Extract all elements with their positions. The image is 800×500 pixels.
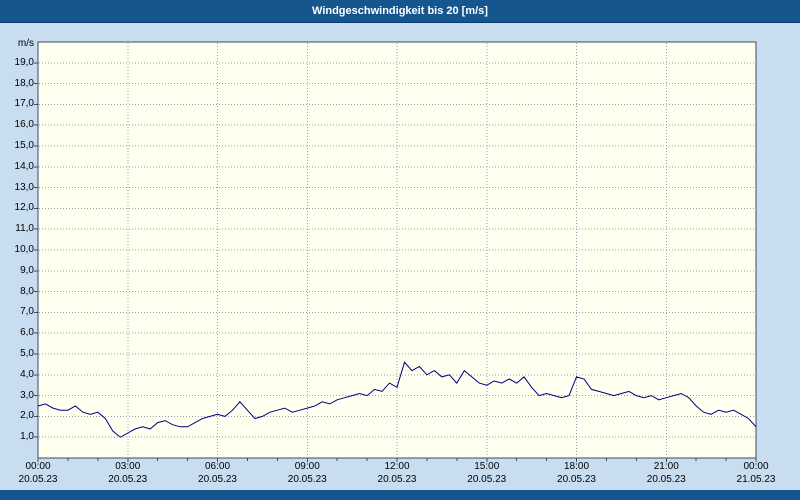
x-tick-date-label: 20.05.23 xyxy=(287,474,327,485)
x-tick-time-label: 12:00 xyxy=(384,461,410,472)
y-axis-unit-label: m/s xyxy=(17,38,34,49)
x-tick-time-label: 21:00 xyxy=(653,461,679,472)
y-tick-label: 16,0 xyxy=(14,119,34,131)
x-tick-date-label: 21.05.23 xyxy=(736,474,776,485)
y-tick-label: 11,0 xyxy=(15,223,34,235)
y-tick-label: 17,0 xyxy=(14,98,34,110)
x-tick-time-label: 00:00 xyxy=(25,461,51,472)
y-tick-label: 1,0 xyxy=(20,431,34,443)
x-tick-date-label: 20.05.23 xyxy=(108,474,148,485)
y-tick-label: 9,0 xyxy=(20,264,34,276)
x-tick-time-label: 03:00 xyxy=(115,461,141,472)
wind-speed-line xyxy=(37,361,757,438)
bottom-bar xyxy=(0,490,800,500)
x-tick-date-label: 20.05.23 xyxy=(18,474,58,485)
x-tick-time-label: 18:00 xyxy=(563,461,590,472)
x-tick-date-label: 20.05.23 xyxy=(198,474,237,485)
y-tick-label: 4,0 xyxy=(20,368,34,380)
y-tick-label: 3,0 xyxy=(20,389,34,401)
y-tick-label: 12,0 xyxy=(14,202,34,214)
x-tick-date-label: 20.05.23 xyxy=(646,474,686,485)
y-tick-label: 6,0 xyxy=(20,327,34,339)
title-bar: Windgeschwindigkeit bis 20 [m/s] xyxy=(0,0,800,23)
y-tick-label: 13,0 xyxy=(14,181,34,193)
x-tick-time-label: 15:00 xyxy=(474,461,500,472)
y-tick-label: 19,0 xyxy=(14,56,34,68)
y-tick-label: 15,0 xyxy=(14,140,34,151)
x-tick-time-label: 00:00 xyxy=(743,461,769,472)
y-tick-label: 18,0 xyxy=(14,77,34,89)
y-tick-label: 5,0 xyxy=(20,348,34,359)
y-tick-label: 7,0 xyxy=(20,306,34,318)
x-tick-date-label: 20.05.23 xyxy=(377,474,417,485)
wind-speed-chart xyxy=(34,41,757,462)
x-tick-date-label: 20.05.23 xyxy=(467,474,507,485)
y-tick-label: 2,0 xyxy=(20,410,34,422)
page-title: Windgeschwindigkeit bis 20 [m/s] xyxy=(312,5,488,17)
x-tick-date-label: 20.05.23 xyxy=(557,474,596,485)
y-tick-label: 8,0 xyxy=(20,285,34,297)
y-tick-label: 10,0 xyxy=(14,244,34,255)
x-tick-time-label: 06:00 xyxy=(204,461,231,472)
x-tick-time-label: 09:00 xyxy=(294,461,320,472)
y-tick-label: 14,0 xyxy=(14,160,34,172)
